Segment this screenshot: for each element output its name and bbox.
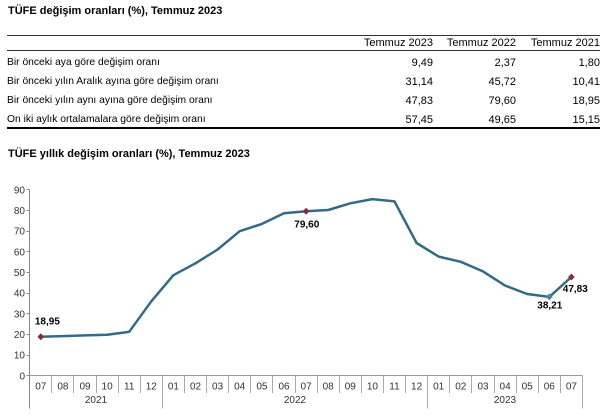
svg-text:10: 10	[102, 382, 114, 393]
svg-text:07: 07	[35, 382, 47, 393]
svg-text:10: 10	[367, 382, 379, 393]
svg-text:03: 03	[212, 382, 224, 393]
svg-text:08: 08	[323, 382, 335, 393]
svg-text:06: 06	[278, 382, 290, 393]
svg-text:80: 80	[14, 206, 26, 217]
svg-text:12: 12	[411, 382, 423, 393]
svg-text:06: 06	[544, 382, 556, 393]
svg-text:2021: 2021	[85, 395, 108, 406]
svg-text:11: 11	[124, 382, 135, 393]
svg-text:50: 50	[14, 268, 26, 279]
svg-text:09: 09	[79, 382, 91, 393]
svg-text:90: 90	[14, 185, 26, 196]
svg-text:05: 05	[522, 382, 534, 393]
svg-text:20: 20	[14, 330, 26, 341]
svg-text:01: 01	[168, 382, 180, 393]
svg-text:04: 04	[234, 382, 246, 393]
svg-text:18,95: 18,95	[35, 317, 60, 328]
svg-text:0: 0	[19, 371, 25, 382]
svg-text:47,83: 47,83	[563, 284, 588, 295]
svg-text:05: 05	[256, 382, 268, 393]
svg-text:04: 04	[500, 382, 512, 393]
svg-text:10: 10	[14, 351, 26, 362]
svg-text:08: 08	[57, 382, 69, 393]
svg-text:12: 12	[146, 382, 158, 393]
svg-text:70: 70	[14, 227, 26, 238]
svg-text:40: 40	[14, 289, 26, 300]
svg-text:2023: 2023	[494, 395, 517, 406]
svg-text:11: 11	[389, 382, 400, 393]
svg-text:07: 07	[566, 382, 578, 393]
svg-text:79,60: 79,60	[294, 220, 319, 231]
svg-text:60: 60	[14, 247, 26, 258]
svg-text:30: 30	[14, 309, 26, 320]
svg-text:01: 01	[433, 382, 445, 393]
svg-text:38,21: 38,21	[537, 301, 562, 312]
svg-text:02: 02	[190, 382, 202, 393]
svg-text:03: 03	[477, 382, 489, 393]
svg-text:09: 09	[345, 382, 357, 393]
svg-text:2022: 2022	[284, 395, 307, 406]
svg-text:07: 07	[301, 382, 313, 393]
svg-text:02: 02	[455, 382, 467, 393]
